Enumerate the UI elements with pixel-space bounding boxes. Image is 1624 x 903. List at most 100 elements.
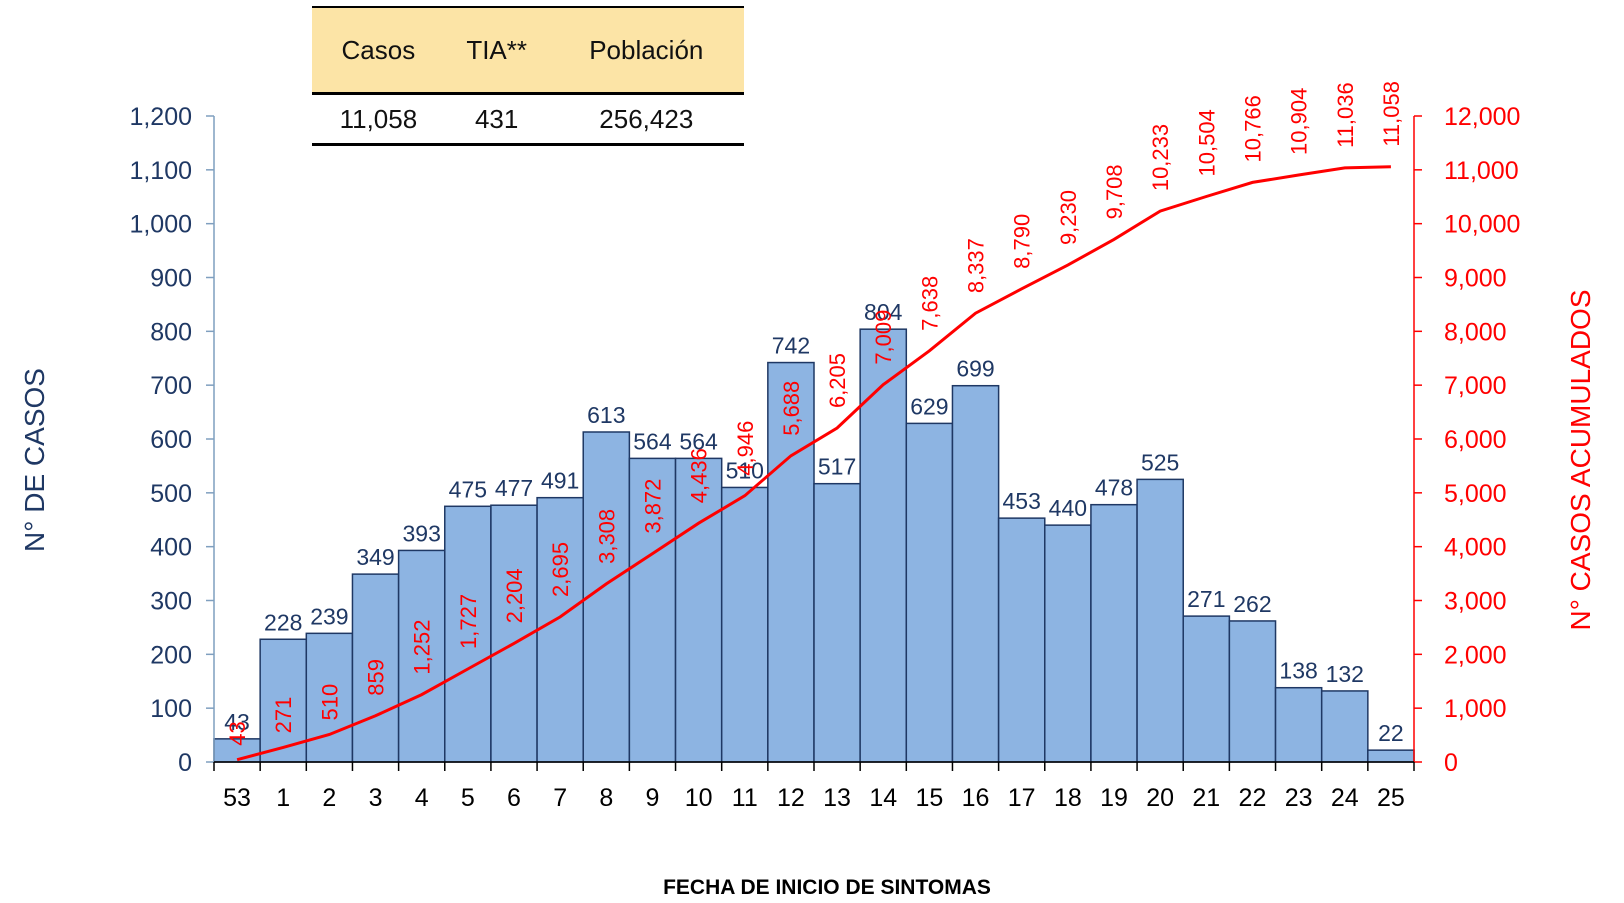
cumulative-value-label: 859	[363, 659, 388, 696]
bar-value-label: 699	[956, 356, 994, 382]
bar-value-label: 440	[1049, 495, 1087, 521]
summary-table: Casos TIA** Población 11,058 431 256,423	[312, 6, 744, 146]
left-tick-label: 0	[178, 749, 192, 777]
cumulative-value-label: 8,337	[963, 238, 988, 293]
bar-value-label: 228	[264, 609, 302, 635]
axes-layer: 01002003004005006007008009001,0001,1001,…	[19, 103, 1596, 899]
bar-value-label: 393	[403, 520, 441, 546]
x-tick-label: 4	[415, 784, 429, 812]
right-tick-label: 4,000	[1444, 534, 1507, 562]
cumulative-value-label: 10,904	[1287, 88, 1312, 155]
bar	[1274, 686, 1323, 763]
left-tick-label: 100	[150, 695, 192, 723]
cumulative-value-label: 3,308	[594, 509, 619, 564]
x-tick-label: 13	[823, 784, 851, 812]
x-tick-label: 23	[1285, 784, 1313, 812]
summary-header-tia: TIA**	[444, 6, 549, 95]
bar	[305, 632, 354, 763]
x-tick-label: 15	[915, 784, 943, 812]
right-tick-label: 8,000	[1444, 318, 1507, 346]
bar-value-label: 517	[818, 454, 856, 480]
bar-value-label: 22	[1378, 720, 1404, 746]
x-axis-title: FECHA DE INICIO DE SINTOMAS	[663, 876, 991, 899]
cumulative-value-label: 2,695	[548, 542, 573, 597]
left-tick-label: 900	[150, 265, 192, 293]
bar-value-label: 564	[633, 428, 672, 454]
cumulative-value-label: 7,009	[871, 310, 896, 365]
x-tick-label: 19	[1100, 784, 1128, 812]
summary-value-population: 256,423	[548, 93, 744, 146]
right-tick-label: 2,000	[1444, 641, 1507, 669]
x-tick-label: 8	[599, 784, 613, 812]
cumulative-value-label: 9,230	[1056, 190, 1081, 245]
bar-value-label: 525	[1141, 449, 1179, 475]
cumulative-value-label: 1,727	[456, 594, 481, 649]
left-tick-label: 800	[150, 318, 192, 346]
bar	[674, 457, 723, 763]
x-tick-label: 7	[553, 784, 567, 812]
bar	[859, 328, 908, 763]
x-tick-label: 25	[1377, 784, 1405, 812]
x-tick-label: 11	[732, 784, 758, 812]
cumulative-value-label: 1,252	[410, 620, 435, 675]
right-tick-label: 7,000	[1444, 372, 1507, 400]
bar	[536, 496, 584, 763]
bar	[1228, 620, 1277, 763]
x-tick-label: 3	[369, 784, 383, 812]
x-tick-label: 17	[1008, 784, 1036, 812]
summary-value-tia: 431	[444, 93, 549, 146]
left-tick-label: 1,100	[129, 157, 192, 185]
cumulative-value-label: 11,036	[1333, 82, 1358, 148]
bar	[1044, 524, 1092, 763]
x-tick-label: 5	[461, 784, 475, 812]
right-tick-label: 0	[1444, 749, 1458, 777]
cumulative-value-label: 8,790	[1010, 214, 1035, 269]
bar	[1182, 615, 1231, 763]
bar-value-label: 138	[1279, 658, 1317, 684]
x-tick-label: 24	[1331, 784, 1359, 812]
bar-value-label: 613	[587, 402, 625, 428]
right-tick-label: 11,000	[1444, 157, 1519, 185]
bar	[628, 457, 677, 763]
cumulative-value-label: 4,946	[733, 421, 758, 476]
right-tick-label: 1,000	[1444, 695, 1507, 723]
bar	[813, 482, 861, 763]
labels-layer: 43 228 239 349 393 475 477 491 613 564 564 510 742 51…	[224, 81, 1404, 746]
bar	[720, 486, 769, 763]
summary-header-cases: Casos	[312, 6, 445, 95]
x-tick-label: 2	[322, 784, 336, 812]
bar	[767, 361, 815, 763]
cumulative-line	[236, 165, 1391, 762]
summary-header-population: Población	[548, 6, 744, 95]
cumulative-value-label: 7,638	[917, 276, 942, 331]
bar-value-label: 564	[679, 428, 718, 454]
right-tick-label: 5,000	[1444, 480, 1507, 508]
bar	[951, 384, 1000, 763]
x-tick-label: 12	[777, 784, 805, 812]
right-tick-label: 12,000	[1444, 103, 1520, 131]
bar	[1320, 690, 1369, 763]
cumulative-value-label: 510	[317, 684, 342, 721]
bar-value-label: 491	[541, 468, 579, 494]
left-tick-label: 1,200	[129, 103, 192, 131]
summary-value-row: 11,058 431 256,423	[312, 93, 744, 146]
x-tick-label: 53	[223, 784, 251, 812]
x-tick-label: 6	[507, 784, 521, 812]
bar	[1090, 503, 1138, 763]
x-tick-label: 18	[1054, 784, 1082, 812]
x-tick-label: 21	[1192, 784, 1220, 812]
left-tick-label: 700	[150, 372, 192, 400]
left-tick-label: 1,000	[129, 211, 192, 239]
cumulative-value-label: 2,204	[502, 568, 527, 623]
bar	[582, 431, 631, 763]
cumulative-value-label: 11,058	[1379, 81, 1404, 147]
bar-value-label: 453	[1003, 488, 1041, 514]
bar-value-label: 132	[1326, 661, 1364, 687]
cumulative-value-label: 10,233	[1148, 124, 1173, 191]
cumulative-value-label: 3,872	[640, 479, 665, 534]
y-axis-title: N° DE CASOS	[19, 368, 50, 552]
right-tick-label: 3,000	[1444, 588, 1507, 616]
bar-value-label: 475	[449, 476, 487, 502]
x-tick-label: 22	[1239, 784, 1267, 812]
x-tick-label: 16	[962, 784, 990, 812]
